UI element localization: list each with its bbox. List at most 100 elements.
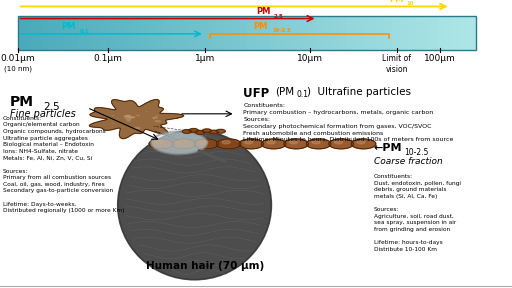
Bar [110,16,118,50]
Ellipse shape [112,115,114,116]
Bar [170,16,179,50]
Bar [262,16,270,50]
Bar [408,16,416,50]
Bar [270,16,278,50]
Text: 0.01μm: 0.01μm [1,54,35,63]
Bar [71,16,79,50]
Bar [194,16,202,50]
Circle shape [351,139,376,149]
Circle shape [216,129,225,133]
Bar [217,16,225,50]
Circle shape [306,139,331,149]
Circle shape [357,141,365,144]
Bar [346,16,354,50]
Circle shape [334,141,343,144]
Text: Limit of: Limit of [382,54,411,63]
Bar [41,16,49,50]
Bar [224,16,232,50]
Ellipse shape [112,123,114,124]
Bar [278,16,286,50]
Text: Constituents:
Organic/elemental carbon
Organic compounds, hydrocarbons
Ultrafine: Constituents: Organic/elemental carbon O… [3,116,124,213]
Bar [102,16,110,50]
Bar [26,16,34,50]
Text: 0.1: 0.1 [79,29,89,34]
Text: 1μm: 1μm [195,54,215,63]
Text: PM: PM [10,95,34,109]
Text: 2.5: 2.5 [44,103,60,112]
Text: 2.5: 2.5 [274,14,284,18]
Bar [186,16,194,50]
Bar [140,16,148,50]
Ellipse shape [126,120,131,122]
Bar [240,16,248,50]
Bar [369,16,377,50]
Bar [354,16,362,50]
Bar [33,16,41,50]
Circle shape [151,131,207,154]
Bar [324,16,332,50]
Ellipse shape [116,118,118,119]
Circle shape [200,141,208,144]
Bar [94,16,102,50]
Circle shape [284,139,308,149]
Circle shape [261,139,286,149]
Bar [468,16,477,50]
Ellipse shape [130,116,135,118]
Circle shape [202,129,211,133]
Circle shape [312,141,320,144]
Bar [18,16,476,50]
Ellipse shape [156,115,159,116]
Text: vision: vision [386,65,408,74]
Circle shape [209,130,219,134]
Ellipse shape [118,130,271,280]
Bar [49,16,57,50]
Ellipse shape [132,117,135,118]
Text: (PM: (PM [275,87,294,97]
Bar [461,16,469,50]
Bar [316,16,324,50]
Bar [125,16,133,50]
Bar [445,16,454,50]
Text: (10 nm): (10 nm) [4,65,32,72]
Bar [385,16,393,50]
Text: 0.1μm: 0.1μm [93,54,122,63]
Bar [331,16,339,50]
Bar [361,16,370,50]
Text: 10-2.5: 10-2.5 [272,28,291,33]
Ellipse shape [128,117,133,118]
Ellipse shape [134,127,141,129]
Bar [438,16,446,50]
Circle shape [245,141,253,144]
Bar [133,16,141,50]
Bar [63,16,72,50]
Ellipse shape [136,115,140,116]
Bar [430,16,438,50]
Circle shape [329,139,353,149]
Ellipse shape [126,115,131,116]
Text: PM: PM [61,22,76,31]
Ellipse shape [123,116,129,118]
Bar [56,16,65,50]
Ellipse shape [155,120,161,122]
Bar [400,16,408,50]
Text: PM: PM [253,22,268,31]
Text: 100μm: 100μm [424,54,456,63]
Text: Human hair (70 μm): Human hair (70 μm) [146,262,264,271]
Bar [377,16,385,50]
Circle shape [239,139,264,149]
Ellipse shape [153,118,155,119]
Text: 10: 10 [406,1,414,6]
Ellipse shape [130,126,132,127]
Circle shape [194,139,219,149]
Bar [339,16,347,50]
Text: 10-2.5: 10-2.5 [404,148,429,157]
Bar [285,16,293,50]
Bar [423,16,431,50]
Bar [209,16,217,50]
Bar [87,16,95,50]
Bar [247,16,255,50]
Ellipse shape [152,117,158,119]
Bar [201,16,209,50]
Bar [163,16,171,50]
Ellipse shape [129,119,131,120]
